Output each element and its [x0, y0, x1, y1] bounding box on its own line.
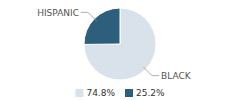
legend-item: 74.8%: [75, 88, 115, 98]
legend-item: 25.2%: [125, 88, 165, 98]
legend-swatch: [125, 89, 133, 97]
slice-label: BLACK: [161, 71, 192, 81]
legend: 74.8% 25.2%: [75, 88, 165, 98]
legend-label: 25.2%: [136, 88, 165, 98]
chart: BLACK HISPANIC 74.8% 25.2%: [0, 0, 240, 100]
slice-labels: BLACK HISPANIC: [37, 8, 192, 81]
legend-label: 74.8%: [86, 88, 115, 98]
legend-swatch: [75, 89, 83, 97]
leader-line: [81, 12, 97, 20]
leader-line: [143, 67, 159, 75]
slice-label: HISPANIC: [37, 8, 79, 18]
